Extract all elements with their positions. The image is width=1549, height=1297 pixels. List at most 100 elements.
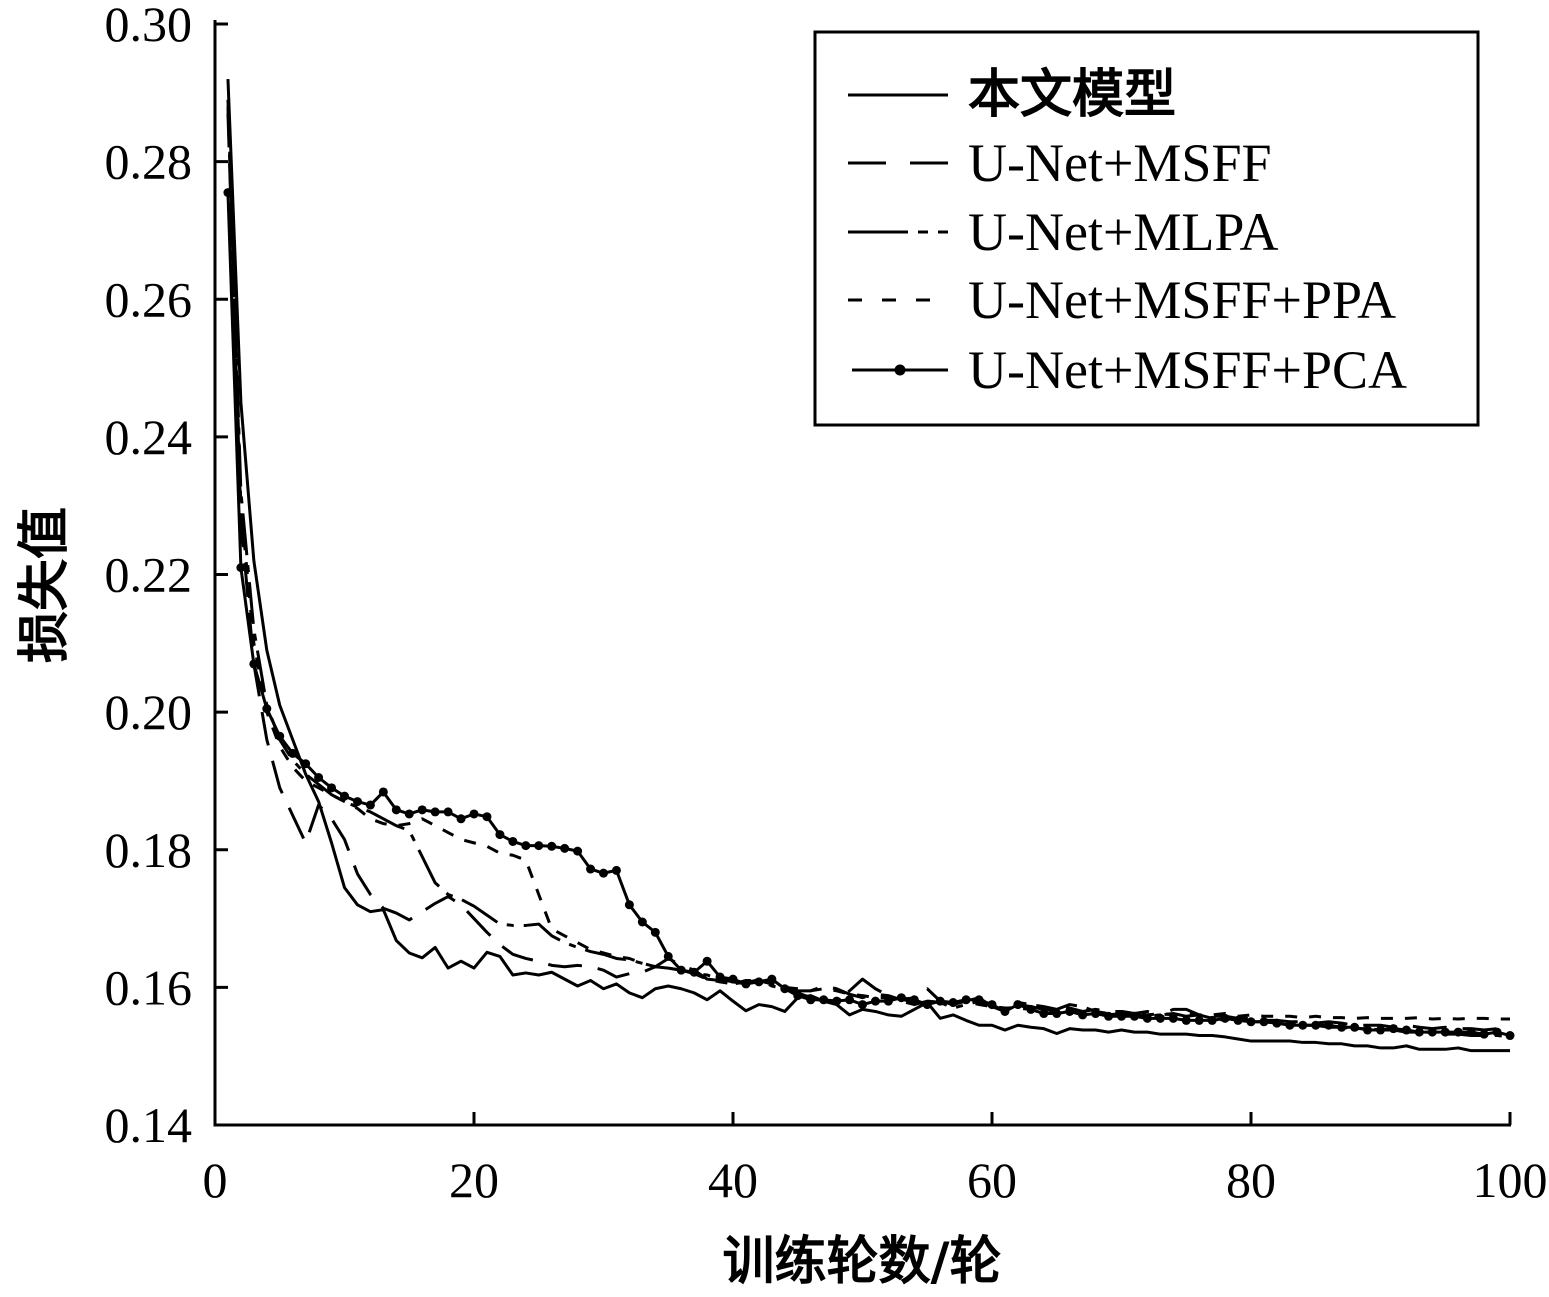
data-point-marker xyxy=(1479,1029,1489,1039)
data-point-marker xyxy=(482,812,492,822)
data-point-marker xyxy=(715,972,725,982)
series-line-unet-msff-pca xyxy=(226,192,1511,1037)
data-point-marker xyxy=(806,995,816,1005)
data-point-marker xyxy=(754,977,764,987)
x-tick-label: 20 xyxy=(449,1152,499,1208)
data-point-marker xyxy=(443,807,453,817)
data-point-marker xyxy=(1233,1015,1243,1025)
data-point-marker xyxy=(599,868,608,878)
x-tick-label: 0 xyxy=(203,1152,228,1208)
data-point-marker xyxy=(1065,1006,1075,1016)
data-point-marker xyxy=(586,864,596,874)
data-point-marker xyxy=(1155,1013,1165,1023)
data-point-marker xyxy=(469,809,479,819)
legend-item-unet-mlpa: U-Net+MLPA xyxy=(848,202,1278,262)
data-point-marker xyxy=(793,991,803,1001)
y-tick-label: 0.18 xyxy=(105,822,193,878)
data-point-marker xyxy=(236,563,246,573)
data-point-marker xyxy=(935,996,945,1006)
data-point-marker xyxy=(845,995,855,1005)
data-point-marker xyxy=(262,704,272,714)
legend-label: U-Net+MSFF+PCA xyxy=(968,340,1407,400)
data-point-marker xyxy=(676,965,686,975)
data-point-marker xyxy=(534,841,544,851)
data-point-marker xyxy=(301,759,311,769)
x-axis-label: 训练轮数/轮 xyxy=(723,1232,1002,1292)
ticks: 0.14 0.16 0.18 0.20 0.22 0.24 0.26 0.28 0.30 0 20 4… xyxy=(105,0,1548,1208)
data-point-marker xyxy=(948,998,958,1008)
data-point-marker xyxy=(1078,1010,1088,1020)
data-point-marker xyxy=(741,979,751,989)
data-point-marker xyxy=(1453,1027,1463,1037)
data-point-marker xyxy=(314,773,324,782)
series-line-unet-msff-ppa xyxy=(226,106,1510,1021)
x-tick-label: 40 xyxy=(708,1152,758,1208)
legend-item-unet-msff: U-Net+MSFF xyxy=(848,133,1272,193)
data-point-marker xyxy=(1026,1004,1036,1014)
data-point-marker xyxy=(1388,1024,1398,1034)
data-point-marker xyxy=(1142,1013,1152,1023)
legend: 本文模型 U-Net+MSFF U-Net+MLPA U-Net+MSFF+PP… xyxy=(813,30,1480,427)
data-point-marker xyxy=(521,841,531,851)
data-point-marker xyxy=(1401,1025,1411,1035)
data-point-marker xyxy=(650,927,660,937)
data-point-marker xyxy=(547,841,557,851)
y-tick-label: 0.30 xyxy=(105,0,193,52)
data-point-marker xyxy=(1181,1015,1191,1025)
data-point-marker xyxy=(1311,1020,1321,1030)
series-layer xyxy=(223,78,1515,1053)
data-point-marker xyxy=(1220,1013,1230,1023)
data-point-marker xyxy=(1129,1011,1139,1021)
data-point-marker xyxy=(508,836,518,846)
data-point-marker xyxy=(1052,1009,1062,1019)
x-tick-label: 100 xyxy=(1473,1152,1548,1208)
data-point-marker xyxy=(870,996,880,1006)
y-tick-label: 0.20 xyxy=(105,684,193,740)
data-point-marker xyxy=(663,951,673,961)
data-point-marker xyxy=(430,807,440,817)
data-point-marker xyxy=(767,974,777,984)
data-point-marker xyxy=(560,843,570,853)
data-point-marker xyxy=(883,996,893,1006)
data-point-marker xyxy=(1000,1006,1010,1016)
data-point-marker xyxy=(223,188,233,198)
data-point-marker xyxy=(819,995,829,1005)
data-point-marker xyxy=(327,783,337,793)
y-tick-label: 0.24 xyxy=(105,409,193,465)
data-point-marker xyxy=(611,865,621,875)
data-point-marker xyxy=(1117,1011,1126,1021)
series-line-unet-msff xyxy=(226,113,1511,1032)
data-point-marker xyxy=(288,748,298,758)
data-point-marker xyxy=(1492,1027,1502,1037)
legend-label: 本文模型 xyxy=(968,65,1176,125)
series-line-ours xyxy=(226,78,1510,1053)
data-point-marker xyxy=(378,787,388,797)
data-point-marker xyxy=(404,809,414,819)
data-point-marker xyxy=(961,995,971,1005)
data-point-marker xyxy=(1039,1009,1049,1019)
y-tick-label: 0.28 xyxy=(105,134,193,190)
y-axis-label: 损失值 xyxy=(15,507,75,663)
data-point-marker xyxy=(1298,1020,1308,1030)
data-point-marker xyxy=(249,659,259,669)
series-line-unet-mlpa xyxy=(226,99,1511,1039)
data-point-marker xyxy=(1013,1000,1023,1010)
legend-item-unet-msff-pca: U-Net+MSFF+PCA xyxy=(852,340,1407,400)
y-tick-label: 0.26 xyxy=(105,271,193,327)
data-point-marker xyxy=(275,731,285,741)
x-tick-label: 80 xyxy=(1226,1152,1276,1208)
data-point-marker xyxy=(1168,1013,1178,1023)
y-tick-label: 0.22 xyxy=(105,547,193,603)
data-point-marker xyxy=(391,805,401,815)
data-point-marker xyxy=(909,995,919,1005)
data-point-marker xyxy=(637,917,647,927)
data-point-marker xyxy=(1440,1027,1450,1037)
data-point-marker xyxy=(1505,1031,1515,1041)
data-point-marker xyxy=(340,791,349,801)
data-point-marker xyxy=(1350,1022,1360,1032)
data-point-marker xyxy=(624,900,634,910)
data-point-marker xyxy=(1272,1018,1282,1028)
data-point-marker xyxy=(1466,1027,1476,1037)
data-point-marker xyxy=(728,974,738,984)
y-tick-label: 0.16 xyxy=(105,959,193,1015)
